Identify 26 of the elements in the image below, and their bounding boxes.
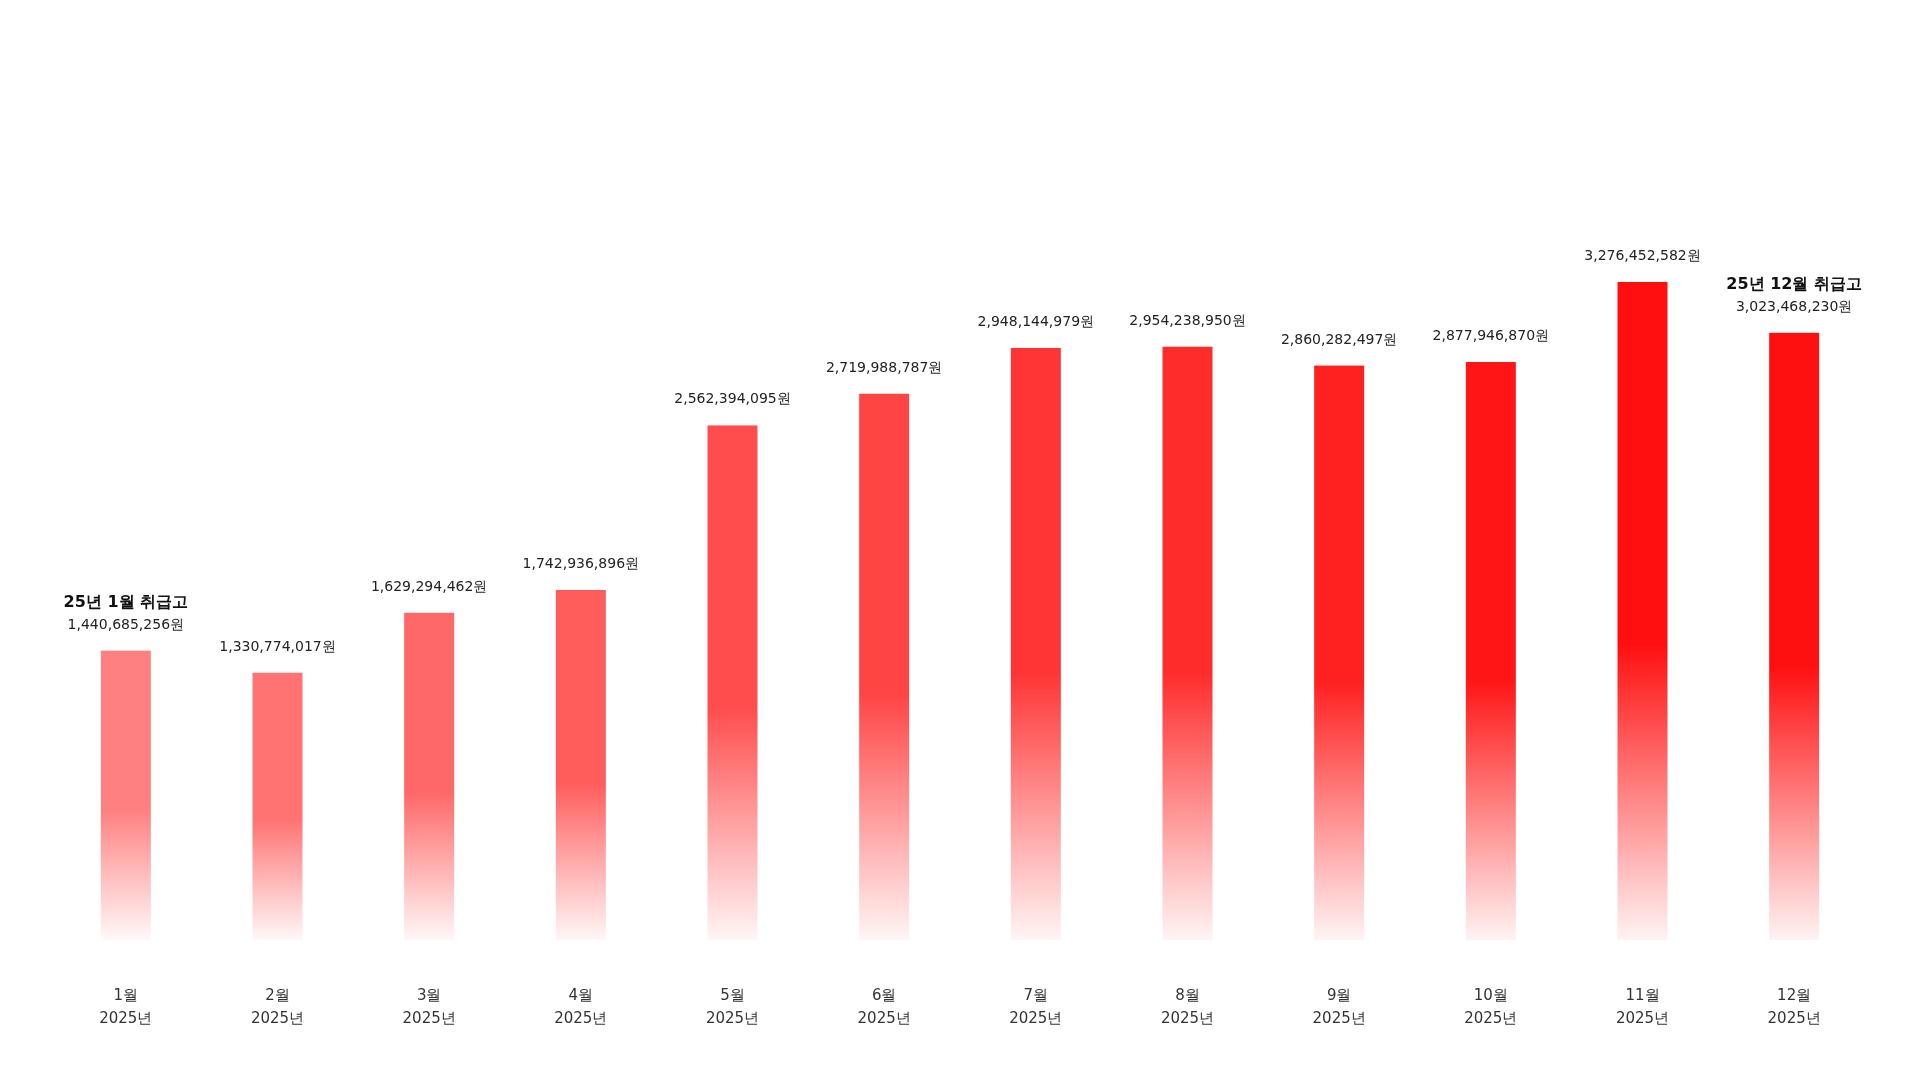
- x-tick-label: 3월 2025년: [402, 986, 456, 1027]
- data-label: 3,276,452,582원: [1584, 247, 1701, 263]
- annotation: 25년 12월 취급고: [1726, 273, 1862, 293]
- data-label: 2,562,394,095원: [674, 390, 791, 407]
- data-label: 3,023,468,230원: [1735, 297, 1853, 314]
- x-tick-label: 12월 2025년: [1767, 986, 1821, 1027]
- data-label: 1,440,685,256원: [67, 615, 185, 632]
- x-tick-label: 6월 2025년: [857, 986, 911, 1027]
- x-tick-label: 1월 2025년: [99, 986, 153, 1027]
- x-tick-label: 2월 2025년: [250, 986, 305, 1027]
- x-tick-label: 9월 2025년: [1312, 986, 1366, 1027]
- data-label: 2,948,144,979원: [977, 312, 1095, 329]
- x-tick-label: 11월 2025년: [1615, 986, 1670, 1027]
- x-tick-label: 5월 2025년: [705, 986, 760, 1027]
- data-label: 2,860,282,497원: [1280, 330, 1398, 347]
- data-label: 2,954,238,950원: [1129, 311, 1246, 328]
- data-label: 2,877,946,870원: [1432, 327, 1550, 344]
- annotation: 25년 1월 취급고: [63, 591, 189, 611]
- data-label: 2,719,988,787원: [825, 358, 943, 375]
- data-label: 1,629,294,462원: [370, 577, 488, 594]
- x-tick-label: 7월 2025년: [1009, 986, 1063, 1027]
- x-tick-label: 8월 2025년: [1160, 986, 1215, 1027]
- x-tick-label: 4월 2025년: [554, 986, 608, 1027]
- data-label: 1,742,936,896원: [522, 554, 640, 571]
- data-label: 1,330,774,017원: [219, 637, 336, 654]
- x-tick-label: 10월 2025년: [1464, 986, 1518, 1027]
